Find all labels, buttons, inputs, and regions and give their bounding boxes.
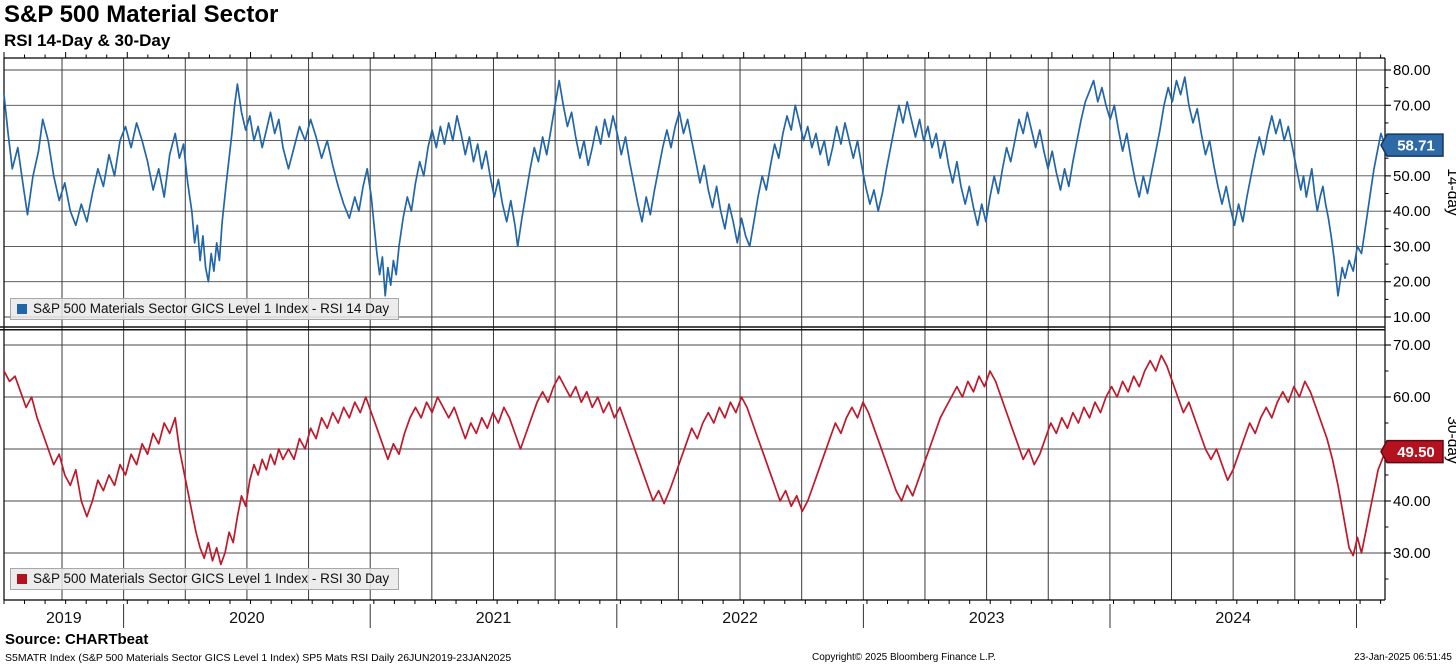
bottom-panel-y-axis-tick-label: 70.00: [1393, 337, 1431, 354]
bottom-panel-y-axis-tick-label: 30.00: [1393, 545, 1431, 562]
rsi-14-last-value-badge-value: 58.71: [1397, 138, 1435, 155]
rsi-14-line: [3, 76, 1386, 297]
top-panel-y-axis-tick-label: 70.00: [1393, 97, 1431, 114]
year-label: 2023: [969, 610, 1005, 627]
ticker-description: S5MATR Index (S&P 500 Materials Sector G…: [5, 652, 512, 664]
chart-timestamp: 23-Jan-2025 06:51:45: [1354, 652, 1452, 663]
rsi-30-legend-label: S&P 500 Materials Sector GICS Level 1 In…: [33, 571, 390, 586]
top-panel-y-axis-tick-label: 40.00: [1393, 203, 1431, 220]
source-label: Source: CHARTbeat: [5, 631, 149, 648]
year-label: 2021: [476, 610, 512, 627]
bottom-panel-y-axis-tick-label: 60.00: [1393, 389, 1431, 406]
copyright-notice: Copyright© 2025 Bloomberg Finance L.P.: [812, 652, 996, 663]
top-panel-axis-title: 14-day: [1444, 168, 1456, 216]
rsi-30-line: [3, 354, 1386, 566]
rsi-30-last-value-badge-value: 49.50: [1397, 444, 1435, 461]
year-label: 2022: [722, 610, 758, 627]
year-label: 2024: [1215, 610, 1251, 627]
year-label: 2019: [46, 610, 82, 627]
bottom-panel-y-axis-tick-label: 40.00: [1393, 493, 1431, 510]
rsi-14-last-value-badge: [1380, 133, 1444, 157]
year-label: 2020: [229, 610, 265, 627]
rsi-14-legend-swatch-icon: [17, 303, 27, 314]
top-panel-y-axis-tick-label: 20.00: [1393, 274, 1431, 291]
rsi-30-legend-swatch-icon: [17, 573, 27, 584]
top-panel-y-axis-tick-label: 80.00: [1393, 62, 1431, 79]
rsi-14-legend-label: S&P 500 Materials Sector GICS Level 1 In…: [33, 301, 390, 316]
legend-rsi-14: S&P 500 Materials Sector GICS Level 1 In…: [10, 298, 400, 320]
page-title: S&P 500 Material Sector: [4, 1, 279, 28]
top-panel-y-axis-tick-label: 10.00: [1393, 309, 1431, 326]
legend-rsi-30: S&P 500 Materials Sector GICS Level 1 In…: [10, 568, 400, 590]
top-panel-y-axis-tick-label: 50.00: [1393, 168, 1431, 185]
top-panel-y-axis-tick-label: 30.00: [1393, 238, 1431, 255]
bottom-panel-axis-title: 30-day: [1444, 416, 1456, 464]
rsi-30-last-value-badge: [1380, 439, 1444, 464]
page-subtitle: RSI 14-Day & 30-Day: [4, 31, 171, 50]
